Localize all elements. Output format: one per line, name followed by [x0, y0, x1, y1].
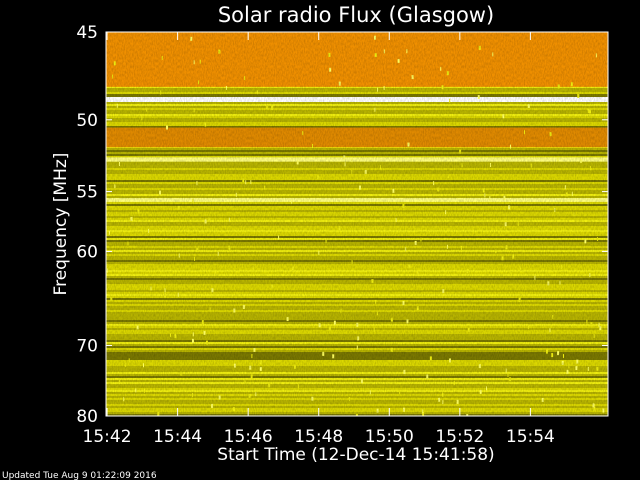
y-tick-label: 60	[76, 242, 98, 262]
y-tick-label: 80	[76, 407, 98, 427]
x-tick-label: 15:52	[435, 427, 484, 447]
x-tick-label: 15:54	[506, 427, 555, 447]
x-tick-label: 15:50	[365, 427, 414, 447]
plot-frame	[105, 31, 609, 417]
y-tick-label: 45	[76, 23, 98, 43]
y-axis: 45 50 55 60 70 80	[76, 23, 608, 427]
x-tick-label: 15:44	[153, 427, 202, 447]
plot-area	[106, 32, 608, 416]
x-axis: 15:42 15:44 15:46 15:48 15:50 15:52 15:54	[83, 32, 555, 447]
y-tick-label: 70	[76, 336, 98, 356]
y-tick-label: 50	[76, 111, 98, 131]
plot-noise-texture	[106, 32, 608, 416]
updated-timestamp: Updated Tue Aug 9 01:22:09 2016	[2, 471, 157, 480]
y-axis-label: Frequency [MHz]	[51, 153, 71, 296]
x-tick-label: 15:42	[83, 427, 132, 447]
x-axis-label: Start Time (12-Dec-14 15:41:58)	[217, 445, 494, 465]
chart-title: Solar radio Flux (Glasgow)	[218, 3, 494, 27]
x-tick-label: 15:48	[294, 427, 343, 447]
y-tick-label: 55	[76, 183, 98, 203]
x-tick-label: 15:46	[224, 427, 273, 447]
